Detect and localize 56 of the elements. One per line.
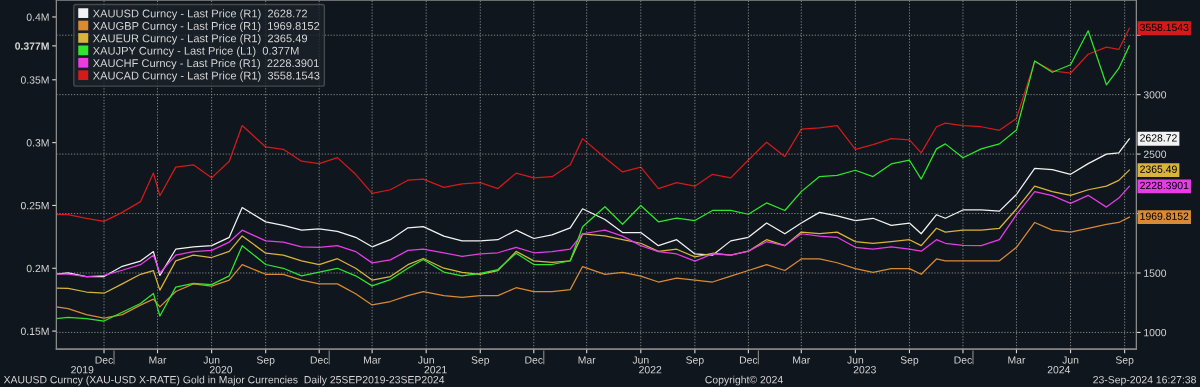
legend-label: XAUCAD Curncy - Last Price (R1) 3558.1543: [92, 71, 320, 82]
data-label: 2365.49: [1140, 165, 1177, 173]
line-series: [56, 185, 1130, 278]
x-tick-label: Dec: [310, 356, 329, 364]
line-series: [56, 30, 1130, 322]
legend-label: XAUCHF Curncy - Last Price (R1) 2228.3901: [92, 58, 319, 70]
x-tick-label: Sep: [686, 356, 704, 366]
y2-tick-label: 3000: [1143, 91, 1167, 99]
line-series: [56, 138, 1130, 278]
x-tick-label: Mar: [149, 356, 167, 364]
line-series: [56, 169, 1130, 294]
y-tick-label: 0.15M: [20, 327, 49, 335]
x2-tick-label: 2022: [639, 366, 662, 374]
x-tick-label: Jun: [847, 356, 864, 364]
data-label: 1969.8152: [1140, 212, 1189, 220]
x-tick-label: Sep: [1115, 356, 1134, 366]
x2-tick-label: 2019: [71, 366, 94, 374]
text: Copyright© 2024: [705, 375, 783, 386]
legend-label: XAUEUR Curncy - Last Price (R1) 2365.49: [92, 34, 308, 45]
x2-tick-label: 2021: [424, 366, 447, 374]
x2-tick-label: 2023: [853, 366, 876, 374]
y-tick-label: 0.3M: [26, 139, 49, 147]
x2-tick-label: 2024: [1047, 366, 1071, 374]
legend-label: XAUGBP Curncy - Last Price (R1) 1969.8152: [92, 21, 320, 33]
y2-tick-label: 1500: [1144, 269, 1167, 277]
y-tick-label: 0.35M: [20, 76, 49, 84]
x-tick-label: Mar: [364, 356, 381, 364]
text: XAUUSD Curncy (XAU-USD X-RATE) Gold in Major Currencies Daily 25SEP2019-23SEP2024: [3, 375, 445, 386]
x-tick-label: Mar: [793, 356, 811, 364]
x-tick-label: Jun: [203, 356, 220, 364]
x-tick-label: Jun: [1062, 356, 1079, 364]
data-label: 3558.1543: [1140, 23, 1189, 32]
x-tick-label: Jun: [632, 356, 649, 364]
text: 23-Sep-2024 16:27:38: [1093, 376, 1196, 386]
x-tick-label: Dec: [954, 356, 972, 364]
data-label: 2228.3901: [1140, 181, 1189, 190]
y-tick-label: 0.377M: [15, 42, 49, 50]
y-tick-label: 0.4M: [26, 13, 49, 21]
x-tick-label: Dec: [95, 356, 114, 364]
line-series: [56, 216, 1130, 319]
x-tick-label: Sep: [471, 356, 490, 366]
y2-tick-label: 1000: [1144, 328, 1167, 337]
x2-tick-label: 2020: [209, 366, 233, 374]
x-tick-label: Sep: [900, 356, 919, 366]
y2-tick-label: 2500: [1143, 150, 1167, 158]
x-tick-label: Mar: [1008, 356, 1026, 364]
legend-label: XAUUSD Curncy - Last Price (R1) 2628.72: [92, 9, 308, 20]
x-tick-label: Dec: [525, 356, 543, 364]
data-label: 2628.72: [1140, 134, 1177, 142]
y-tick-label: 0.25M: [20, 201, 49, 210]
x-tick-label: Sep: [256, 356, 275, 366]
x-tick-label: Jun: [417, 356, 434, 364]
y-tick-label: 0.2M: [26, 264, 49, 273]
x-tick-label: Mar: [578, 356, 596, 364]
x-tick-label: Dec: [739, 356, 758, 364]
legend-label: XAUJPY Curncy - Last Price (L1) 0.377M: [92, 46, 299, 57]
